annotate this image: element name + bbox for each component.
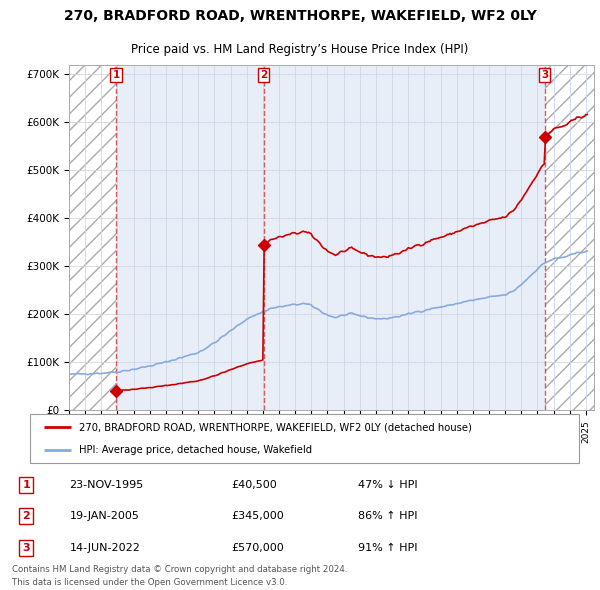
Text: £40,500: £40,500 — [231, 480, 277, 490]
Text: 3: 3 — [23, 543, 30, 553]
FancyBboxPatch shape — [30, 414, 579, 463]
Text: 23-NOV-1995: 23-NOV-1995 — [70, 480, 144, 490]
Text: 2: 2 — [23, 512, 30, 521]
Text: Price paid vs. HM Land Registry’s House Price Index (HPI): Price paid vs. HM Land Registry’s House … — [131, 44, 469, 57]
Text: 270, BRADFORD ROAD, WRENTHORPE, WAKEFIELD, WF2 0LY (detached house): 270, BRADFORD ROAD, WRENTHORPE, WAKEFIEL… — [79, 422, 472, 432]
Text: 91% ↑ HPI: 91% ↑ HPI — [358, 543, 417, 553]
Text: 19-JAN-2005: 19-JAN-2005 — [70, 512, 139, 521]
Text: £345,000: £345,000 — [231, 512, 284, 521]
Text: 14-JUN-2022: 14-JUN-2022 — [70, 543, 140, 553]
Text: £570,000: £570,000 — [231, 543, 284, 553]
Text: HPI: Average price, detached house, Wakefield: HPI: Average price, detached house, Wake… — [79, 445, 313, 455]
Text: 2: 2 — [260, 70, 267, 80]
Bar — [69, 65, 116, 410]
Text: 86% ↑ HPI: 86% ↑ HPI — [358, 512, 417, 521]
Text: 47% ↓ HPI: 47% ↓ HPI — [358, 480, 417, 490]
Text: 3: 3 — [541, 70, 548, 80]
Text: 270, BRADFORD ROAD, WRENTHORPE, WAKEFIELD, WF2 0LY: 270, BRADFORD ROAD, WRENTHORPE, WAKEFIEL… — [64, 9, 536, 23]
Text: 1: 1 — [23, 480, 30, 490]
Text: 1: 1 — [113, 70, 120, 80]
Text: Contains HM Land Registry data © Crown copyright and database right 2024.
This d: Contains HM Land Registry data © Crown c… — [12, 565, 347, 587]
Bar — [545, 65, 594, 410]
